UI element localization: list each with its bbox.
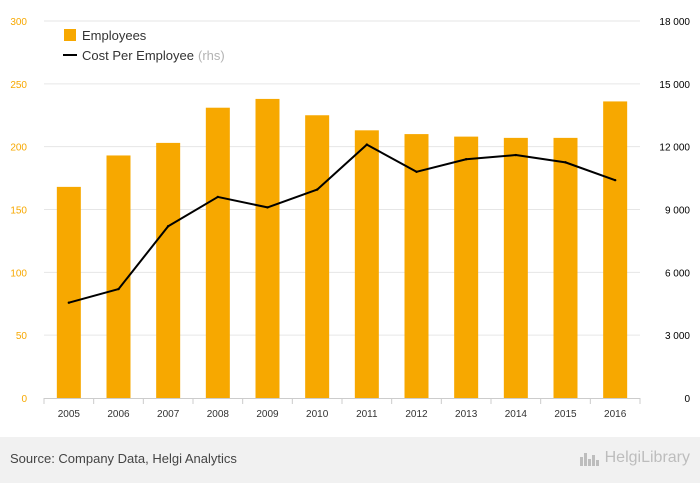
- legend-label-cost-per-employee: Cost Per Employee: [82, 48, 194, 63]
- source-text: Source: Company Data, Helgi Analytics: [10, 451, 237, 466]
- right-tick-label: 18 000: [659, 17, 690, 28]
- employees-bars: [56, 98, 628, 399]
- left-tick-label: 300: [10, 17, 27, 28]
- logo-text: HelgiLibrary: [604, 449, 690, 466]
- bar-employees: [106, 155, 131, 398]
- right-tick-label: 15 000: [659, 80, 690, 91]
- point-cost-per-employee: [514, 153, 518, 157]
- x-tick-label: 2013: [455, 409, 478, 420]
- grid-lines: [44, 20, 640, 336]
- point-cost-per-employee: [415, 170, 418, 173]
- bar-employees: [603, 101, 628, 398]
- x-tick-label: 2012: [405, 409, 428, 420]
- left-tick-label: 200: [10, 143, 27, 154]
- x-tick-label: 2010: [306, 409, 329, 420]
- left-tick-label: 0: [21, 394, 27, 405]
- left-tick-label: 250: [10, 80, 27, 91]
- x-tick-label: 2011: [356, 409, 378, 420]
- legend-swatch-employees: [64, 29, 76, 41]
- bar-employees: [56, 186, 81, 398]
- x-tick-label: 2005: [58, 409, 81, 420]
- bar-employees: [454, 136, 479, 398]
- combo-chart: 0 50 100 150 200 250 300 0 3 000 6 000 9 000 12 00…: [10, 17, 690, 420]
- helgi-library-logo[interactable]: HelgiLibrary: [579, 449, 690, 467]
- right-tick-label: 0: [684, 394, 690, 405]
- point-cost-per-employee: [613, 178, 617, 182]
- bar-employees: [404, 134, 429, 398]
- x-tick-label: 2009: [256, 409, 279, 420]
- legend: Employees Cost Per Employee (rhs): [63, 28, 225, 63]
- point-cost-per-employee: [67, 301, 71, 304]
- right-tick-label: 9 000: [665, 206, 690, 217]
- point-cost-per-employee: [216, 195, 220, 199]
- point-cost-per-employee: [117, 287, 120, 291]
- cost-per-employee-line: [67, 143, 617, 304]
- point-cost-per-employee: [315, 188, 319, 191]
- right-tick-label: 6 000: [665, 268, 690, 279]
- left-tick-label: 50: [16, 331, 28, 342]
- x-tick-label: 2008: [207, 409, 230, 420]
- bar-employees: [354, 130, 379, 398]
- right-axis-ticks: 0 3 000 6 000 9 000 12 000 15 000 18 000: [659, 17, 690, 405]
- bar-employees: [503, 137, 528, 398]
- x-axis: 2005 2006 2007 2008 2009 2010 2011 2012 2013 2014…: [43, 398, 641, 420]
- x-tick-label: 2015: [554, 409, 577, 420]
- point-cost-per-employee: [166, 225, 170, 228]
- bar-employees: [553, 137, 578, 398]
- point-cost-per-employee: [365, 143, 369, 146]
- legend-entry-cost-per-employee: Cost Per Employee (rhs): [82, 48, 225, 63]
- x-tick-label: 2016: [604, 409, 627, 420]
- right-tick-label: 12 000: [659, 143, 690, 154]
- line-cost-per-employee: [68, 143, 616, 304]
- point-cost-per-employee: [564, 161, 567, 164]
- bar-employees: [305, 115, 330, 398]
- point-cost-per-employee: [266, 206, 269, 209]
- legend-label-employees: Employees: [82, 28, 147, 43]
- left-tick-label: 100: [10, 268, 27, 279]
- point-cost-per-employee: [464, 158, 468, 161]
- left-axis-ticks: 0 50 100 150 200 250 300: [10, 17, 27, 405]
- left-tick-label: 150: [10, 206, 27, 217]
- footer: Source: Company Data, Helgi Analytics He…: [0, 437, 700, 483]
- bar-employees: [205, 107, 230, 399]
- bar-employees: [255, 98, 280, 398]
- right-tick-label: 3 000: [665, 331, 690, 342]
- legend-suffix-rhs: (rhs): [198, 48, 225, 63]
- city-skyline-icon: [579, 453, 599, 466]
- bar-employees: [156, 142, 181, 398]
- x-tick-label: 2014: [505, 409, 528, 420]
- x-tick-label: 2006: [107, 409, 130, 420]
- x-tick-label: 2007: [157, 409, 180, 420]
